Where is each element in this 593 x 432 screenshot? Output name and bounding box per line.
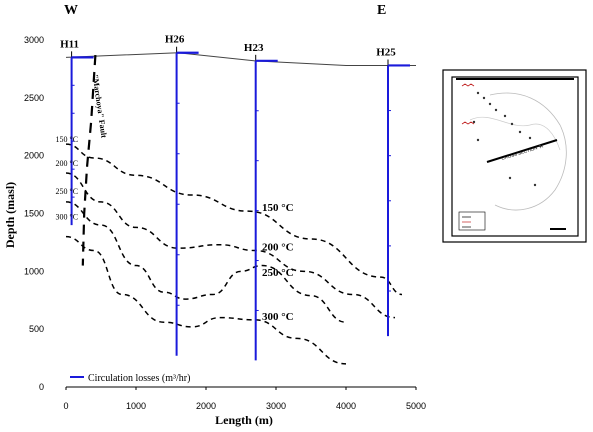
isotherm-curve-1 xyxy=(65,172,396,319)
inset-cross-section-line xyxy=(486,139,558,163)
x-tick-label: 1000 xyxy=(126,401,146,411)
well-h11: H11 xyxy=(60,38,94,226)
legend-label: Circulation losses (m³/hr) xyxy=(88,373,190,384)
inset-map-outline xyxy=(489,92,567,211)
y-tick-label: 2000 xyxy=(24,151,44,161)
x-axis-ticks: 0 1000 2000 3000 4000 5000 xyxy=(63,387,426,411)
isotherm-curve-0 xyxy=(65,143,403,296)
x-axis-label: Length (m) xyxy=(215,413,273,427)
y-tick-label: 2500 xyxy=(24,93,44,103)
well-label: H11 xyxy=(60,38,79,50)
x-tick-label: 0 xyxy=(63,401,68,411)
east-label: E xyxy=(377,3,386,18)
fault-line: "Marchoya" Fault xyxy=(81,54,109,266)
inset-fault-symbols xyxy=(461,83,475,125)
x-tick-label: 4000 xyxy=(336,401,356,411)
isotherm-left-label: 300 °C xyxy=(56,212,79,221)
isotherm-left-label: 200 °C xyxy=(56,159,79,168)
isotherm-left-label: 150 °C xyxy=(56,135,79,144)
isotherm-curve-3 xyxy=(65,235,347,365)
y-tick-label: 3000 xyxy=(24,35,44,45)
y-tick-label: 500 xyxy=(29,324,44,334)
y-axis-ticks: 0 500 1000 1500 2000 2500 3000 xyxy=(24,35,44,392)
x-tick-label: 5000 xyxy=(406,401,426,411)
x-tick-label: 3000 xyxy=(266,401,286,411)
inset-legend-box xyxy=(458,211,486,231)
isotherm-left-label: 250 °C xyxy=(56,187,79,196)
y-axis-label: Depth (masl) xyxy=(3,182,17,248)
isotherm-label: 250 °C xyxy=(262,267,294,279)
wells: H11 H26 H23 H25 xyxy=(60,34,410,361)
isotherm-left-labels: 150 °C 200 °C 250 °C 300 °C xyxy=(56,135,79,221)
isotherm-label: 200 °C xyxy=(262,242,294,254)
inset-well-symbols xyxy=(472,91,542,187)
isotherm-label: 300 °C xyxy=(262,311,294,323)
x-tick-label: 2000 xyxy=(196,401,216,411)
well-label: H23 xyxy=(244,42,264,54)
fault-trace xyxy=(81,54,97,266)
isotherm-label: 150 °C xyxy=(262,202,294,214)
inset-map-contour xyxy=(469,116,561,151)
well-label: H25 xyxy=(376,46,396,58)
location-inset: CROSS SECTION "A" xyxy=(442,69,587,243)
y-tick-label: 0 xyxy=(39,382,44,392)
well-h26: H26 xyxy=(165,34,199,356)
well-h25: H25 xyxy=(376,46,410,337)
fault-label: "Marchoya" Fault xyxy=(91,74,109,139)
inset-map-border xyxy=(451,76,579,237)
isotherm-curves: 150 °C 200 °C 250 °C 300 °C xyxy=(65,143,403,365)
west-label: W xyxy=(64,3,78,18)
y-tick-label: 1500 xyxy=(24,209,44,219)
y-tick-label: 1000 xyxy=(24,266,44,276)
inset-scale-bar xyxy=(550,228,566,230)
isotherm-curve-2 xyxy=(65,201,347,323)
well-label: H26 xyxy=(165,34,185,46)
legend: Circulation losses (m³/hr) xyxy=(70,373,190,384)
well-h23: H23 xyxy=(244,42,278,361)
ground-surface-line xyxy=(65,52,416,66)
